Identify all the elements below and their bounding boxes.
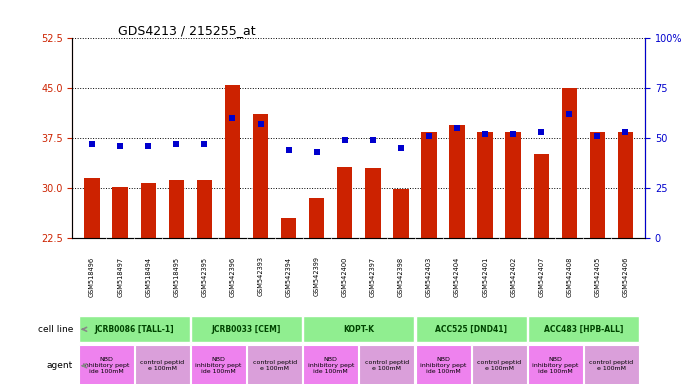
Bar <box>528 346 583 384</box>
Bar <box>303 346 358 384</box>
Point <box>564 111 575 118</box>
Bar <box>506 132 521 238</box>
Text: control peptid
e 100mM: control peptid e 100mM <box>365 360 409 371</box>
Text: GSM542406: GSM542406 <box>622 256 629 297</box>
Point <box>424 133 435 139</box>
Bar <box>135 346 190 384</box>
Bar <box>79 346 134 384</box>
Text: NBD
inhibitory pept
ide 100mM: NBD inhibitory pept ide 100mM <box>308 358 354 374</box>
Bar <box>337 167 353 238</box>
Bar <box>365 168 381 238</box>
Point <box>480 131 491 137</box>
Point <box>508 131 519 137</box>
Bar <box>393 189 408 238</box>
Text: NBD
inhibitory pept
ide 100mM: NBD inhibitory pept ide 100mM <box>83 358 129 374</box>
Bar <box>247 346 302 384</box>
Bar <box>112 187 128 238</box>
Bar <box>472 346 526 384</box>
Point <box>620 129 631 135</box>
Point <box>367 137 378 143</box>
Text: GSM542403: GSM542403 <box>426 257 432 296</box>
Bar <box>253 114 268 238</box>
Text: GSM542395: GSM542395 <box>201 257 208 296</box>
Text: GSM542393: GSM542393 <box>257 257 264 296</box>
Bar <box>528 316 639 342</box>
Text: GSM518496: GSM518496 <box>89 257 95 296</box>
Bar <box>562 88 577 238</box>
Bar <box>225 85 240 238</box>
Bar <box>303 316 415 342</box>
Bar <box>191 346 246 384</box>
Text: ACC483 [HPB-ALL]: ACC483 [HPB-ALL] <box>544 325 623 334</box>
Text: GDS4213 / 215255_at: GDS4213 / 215255_at <box>118 24 256 37</box>
Text: GSM542400: GSM542400 <box>342 256 348 297</box>
Point <box>115 143 126 149</box>
Text: GSM542394: GSM542394 <box>286 257 292 296</box>
Text: NBD
inhibitory pept
ide 100mM: NBD inhibitory pept ide 100mM <box>195 358 242 374</box>
Bar <box>415 346 471 384</box>
Text: GSM542408: GSM542408 <box>566 256 572 297</box>
Text: control peptid
e 100mM: control peptid e 100mM <box>253 360 297 371</box>
Point <box>255 121 266 127</box>
Point <box>171 141 182 147</box>
Text: NBD
inhibitory pept
ide 100mM: NBD inhibitory pept ide 100mM <box>420 358 466 374</box>
Text: GSM542398: GSM542398 <box>398 257 404 296</box>
Text: ACC525 [DND41]: ACC525 [DND41] <box>435 325 507 334</box>
Bar <box>168 180 184 238</box>
Point <box>451 125 462 131</box>
Bar <box>281 218 296 238</box>
Bar <box>84 178 100 238</box>
Text: GSM518497: GSM518497 <box>117 257 124 296</box>
Bar <box>191 316 302 342</box>
Text: GSM542407: GSM542407 <box>538 256 544 297</box>
Text: NBD
inhibitory pept
ide 100mM: NBD inhibitory pept ide 100mM <box>532 358 578 374</box>
Text: GSM542401: GSM542401 <box>482 257 488 296</box>
Point <box>143 143 154 149</box>
Text: GSM542405: GSM542405 <box>594 256 600 297</box>
Text: GSM518494: GSM518494 <box>146 257 151 296</box>
Text: GSM542397: GSM542397 <box>370 257 376 296</box>
Bar <box>197 180 212 238</box>
Bar <box>449 125 465 238</box>
Point <box>339 137 351 143</box>
Point <box>86 141 97 147</box>
Point <box>227 115 238 121</box>
Point <box>311 149 322 155</box>
Bar <box>477 132 493 238</box>
Bar <box>590 132 605 238</box>
Text: GSM542402: GSM542402 <box>510 256 516 297</box>
Text: cell line: cell line <box>38 325 73 334</box>
Text: control peptid
e 100mM: control peptid e 100mM <box>477 360 521 371</box>
Text: GSM518495: GSM518495 <box>173 257 179 296</box>
Text: GSM542396: GSM542396 <box>230 257 235 296</box>
Bar <box>415 316 526 342</box>
Text: GSM542404: GSM542404 <box>454 256 460 297</box>
Bar <box>141 183 156 238</box>
Point <box>199 141 210 147</box>
Point <box>535 129 546 135</box>
Bar <box>618 132 633 238</box>
Bar <box>359 346 415 384</box>
Bar <box>79 316 190 342</box>
Bar <box>584 346 639 384</box>
Point <box>592 133 603 139</box>
Bar <box>309 198 324 238</box>
Point <box>283 147 294 153</box>
Bar <box>533 154 549 238</box>
Text: agent: agent <box>47 361 73 370</box>
Text: JCRB0033 [CEM]: JCRB0033 [CEM] <box>212 325 282 334</box>
Text: JCRB0086 [TALL-1]: JCRB0086 [TALL-1] <box>95 325 174 334</box>
Text: GSM542399: GSM542399 <box>314 257 319 296</box>
Point <box>395 145 406 151</box>
Text: control peptid
e 100mM: control peptid e 100mM <box>140 360 184 371</box>
Bar <box>422 132 437 238</box>
Text: control peptid
e 100mM: control peptid e 100mM <box>589 360 633 371</box>
Text: KOPT-K: KOPT-K <box>344 325 374 334</box>
